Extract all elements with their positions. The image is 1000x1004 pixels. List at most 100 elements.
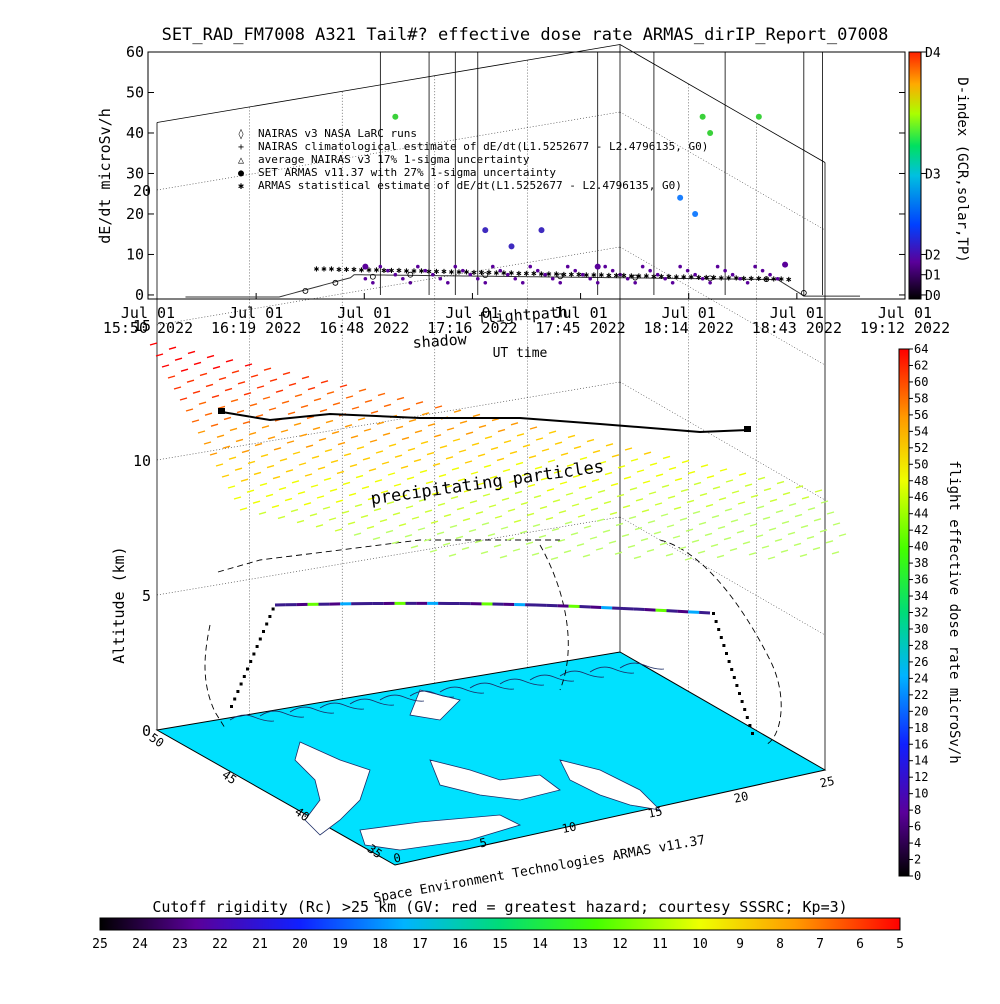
longitude-tick-label: 15 bbox=[647, 804, 664, 821]
particle-dash bbox=[718, 527, 725, 529]
altitude-tick-label: 5 bbox=[142, 587, 151, 605]
particle-dash bbox=[224, 417, 231, 419]
particle-dash bbox=[527, 513, 534, 515]
particle-dash bbox=[439, 475, 446, 477]
armas-stat-point: ✱ bbox=[411, 267, 417, 277]
particle-dash bbox=[440, 446, 447, 448]
particle-dash bbox=[584, 526, 591, 528]
armas-low-point bbox=[648, 269, 652, 273]
armas-low-point bbox=[573, 269, 577, 273]
particle-dash bbox=[254, 472, 261, 474]
armas-low-point bbox=[693, 273, 697, 277]
particle-dash bbox=[628, 545, 635, 547]
dose-rate-tick-label: 6 bbox=[914, 820, 921, 834]
particle-dash bbox=[701, 465, 708, 467]
armas-low-point bbox=[768, 273, 772, 277]
armas-stat-point: ✱ bbox=[561, 270, 567, 280]
particle-dash bbox=[447, 428, 454, 430]
particle-dash bbox=[699, 522, 706, 524]
upper-track-line bbox=[222, 412, 748, 432]
particle-dash bbox=[384, 404, 391, 406]
particle-dash bbox=[720, 469, 727, 471]
particle-dash bbox=[462, 547, 469, 549]
particle-dash bbox=[739, 473, 746, 475]
particle-dash bbox=[532, 553, 539, 555]
particle-dash bbox=[169, 347, 176, 349]
particle-dash bbox=[796, 486, 803, 488]
figure-title: SET_RAD_FM7008 A321 Tail#? effective dos… bbox=[162, 25, 889, 45]
particle-dash bbox=[150, 343, 157, 345]
armas-stat-point: ✱ bbox=[344, 265, 350, 275]
particle-dash bbox=[266, 494, 273, 496]
armas-stat-point: ✱ bbox=[711, 273, 717, 283]
particle-dash bbox=[548, 460, 555, 462]
particle-dash bbox=[228, 486, 235, 488]
particle-dash bbox=[213, 367, 220, 369]
cutoff-tick-label: 18 bbox=[372, 937, 388, 952]
particle-dash bbox=[598, 490, 605, 492]
armas-low-point bbox=[424, 269, 428, 273]
altitude-tick-label: 10 bbox=[133, 452, 151, 470]
particle-dash bbox=[520, 531, 527, 533]
armas-point bbox=[700, 114, 706, 120]
dose-rate-tick-label: 60 bbox=[914, 375, 928, 389]
y-tick-label: 10 bbox=[126, 245, 144, 263]
particle-dash bbox=[194, 362, 201, 364]
particle-dash bbox=[534, 496, 541, 498]
cutoff-tick-label: 13 bbox=[572, 937, 588, 952]
particle-dash bbox=[547, 489, 554, 491]
particle-dash bbox=[781, 550, 788, 552]
particle-dash bbox=[764, 488, 771, 490]
dose-rate-tick-label: 26 bbox=[914, 655, 928, 669]
particle-dash bbox=[389, 444, 396, 446]
descent-point bbox=[738, 692, 741, 695]
top-x-axis-label: UT time bbox=[493, 346, 548, 361]
particle-dash bbox=[617, 495, 624, 497]
armas-low-point bbox=[776, 277, 780, 281]
flight-track-segment bbox=[699, 612, 710, 613]
particle-dash bbox=[597, 519, 604, 521]
particle-dash bbox=[647, 550, 654, 552]
particle-dash bbox=[530, 427, 537, 429]
particle-dash bbox=[306, 445, 313, 447]
particle-dash bbox=[259, 512, 266, 514]
ascent-point bbox=[272, 608, 275, 611]
cutoff-tick-label: 17 bbox=[412, 937, 428, 952]
armas-point bbox=[538, 227, 544, 233]
particle-dash bbox=[578, 515, 585, 517]
armas-point bbox=[677, 195, 683, 201]
particle-dash bbox=[521, 502, 528, 504]
particle-dash bbox=[777, 482, 784, 484]
particle-dash bbox=[437, 532, 444, 534]
particle-dash bbox=[345, 425, 352, 427]
armas-low-point bbox=[611, 269, 615, 273]
armas-point bbox=[482, 227, 488, 233]
particle-dash bbox=[839, 534, 846, 536]
particle-dash bbox=[453, 439, 460, 441]
particle-dash bbox=[335, 529, 342, 531]
particle-dash bbox=[655, 503, 662, 505]
particle-dash bbox=[692, 540, 699, 542]
dose-rate-tick-label: 20 bbox=[914, 704, 928, 718]
particle-dash bbox=[681, 489, 688, 491]
particle-dash bbox=[656, 474, 663, 476]
armas-stat-point: ✱ bbox=[674, 272, 680, 282]
particle-dash bbox=[294, 423, 301, 425]
particle-dash bbox=[231, 400, 238, 402]
particle-dash bbox=[364, 429, 371, 431]
particle-dash bbox=[489, 505, 496, 507]
y-tick-label: 40 bbox=[126, 124, 144, 142]
particle-dash bbox=[705, 533, 712, 535]
descent-point bbox=[743, 708, 746, 711]
particle-dash bbox=[318, 467, 325, 469]
particle-dash bbox=[235, 468, 242, 470]
particle-dash bbox=[225, 389, 232, 391]
armas-low-point bbox=[626, 277, 630, 281]
particle-dash bbox=[406, 506, 413, 508]
particle-dash bbox=[279, 488, 286, 490]
particle-dash bbox=[206, 384, 213, 386]
particle-dash bbox=[192, 420, 199, 422]
armas-low-point bbox=[536, 269, 540, 273]
armas-low-point bbox=[528, 265, 532, 269]
